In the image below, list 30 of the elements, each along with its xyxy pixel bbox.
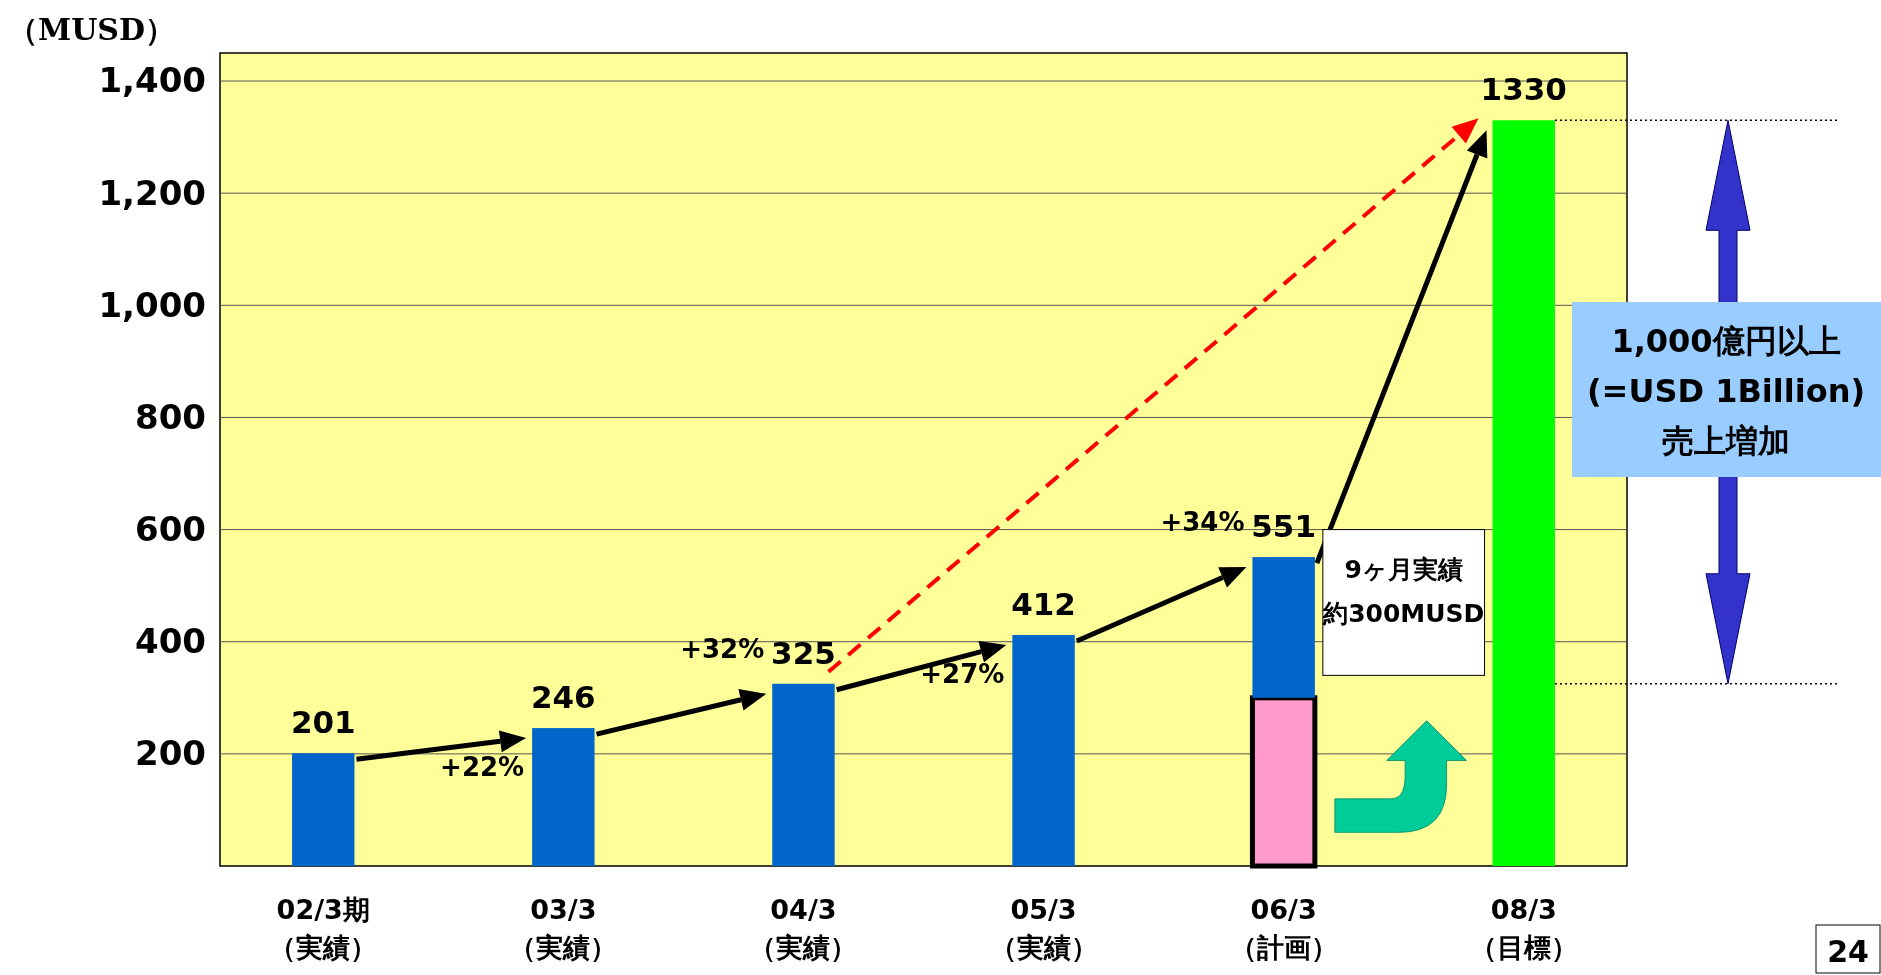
total-label: 201: [290, 704, 356, 741]
x-tick-label: 02/3期（実績）: [268, 893, 379, 965]
annotation: +27%: [920, 659, 1005, 689]
annotation: 1,000億円以上 (=USD 1Billion) 売上増加: [1586, 322, 1866, 460]
bar: [292, 753, 355, 866]
total-label: 1330: [1480, 71, 1567, 108]
x-tick-label: 05/3（実績）: [988, 893, 1099, 965]
y-tick-label: 800: [135, 396, 206, 437]
y-tick-label: 1,200: [98, 172, 206, 213]
y-tick-label: 200: [135, 733, 206, 774]
y-tick-label: 600: [135, 508, 206, 549]
total-label: 325: [771, 634, 836, 671]
y-axis-title: （MUSD）: [8, 12, 176, 47]
y-tick-label: 1,400: [98, 60, 206, 101]
bar: [1492, 120, 1555, 866]
bar: [772, 683, 835, 866]
x-tick-label: 08/3（目標）: [1468, 893, 1579, 965]
total-label: 246: [530, 679, 596, 716]
x-tick-label: 04/3（実績）: [748, 893, 859, 965]
y-tick-label: 400: [135, 621, 206, 662]
text: 24: [1827, 934, 1869, 969]
x-tick-label: 06/3（計画）: [1228, 893, 1339, 965]
bar: [1012, 635, 1075, 866]
annotation: 9ヶ月実績約300MUSD: [1322, 554, 1485, 628]
total-label: 412: [1011, 586, 1076, 622]
annotation: +22%: [440, 752, 525, 783]
annotation: +32%: [680, 633, 765, 664]
x-tick-label: 03/3（実績）: [508, 893, 619, 965]
y-tick-label: 1,000: [98, 284, 206, 325]
bar: [532, 728, 595, 866]
